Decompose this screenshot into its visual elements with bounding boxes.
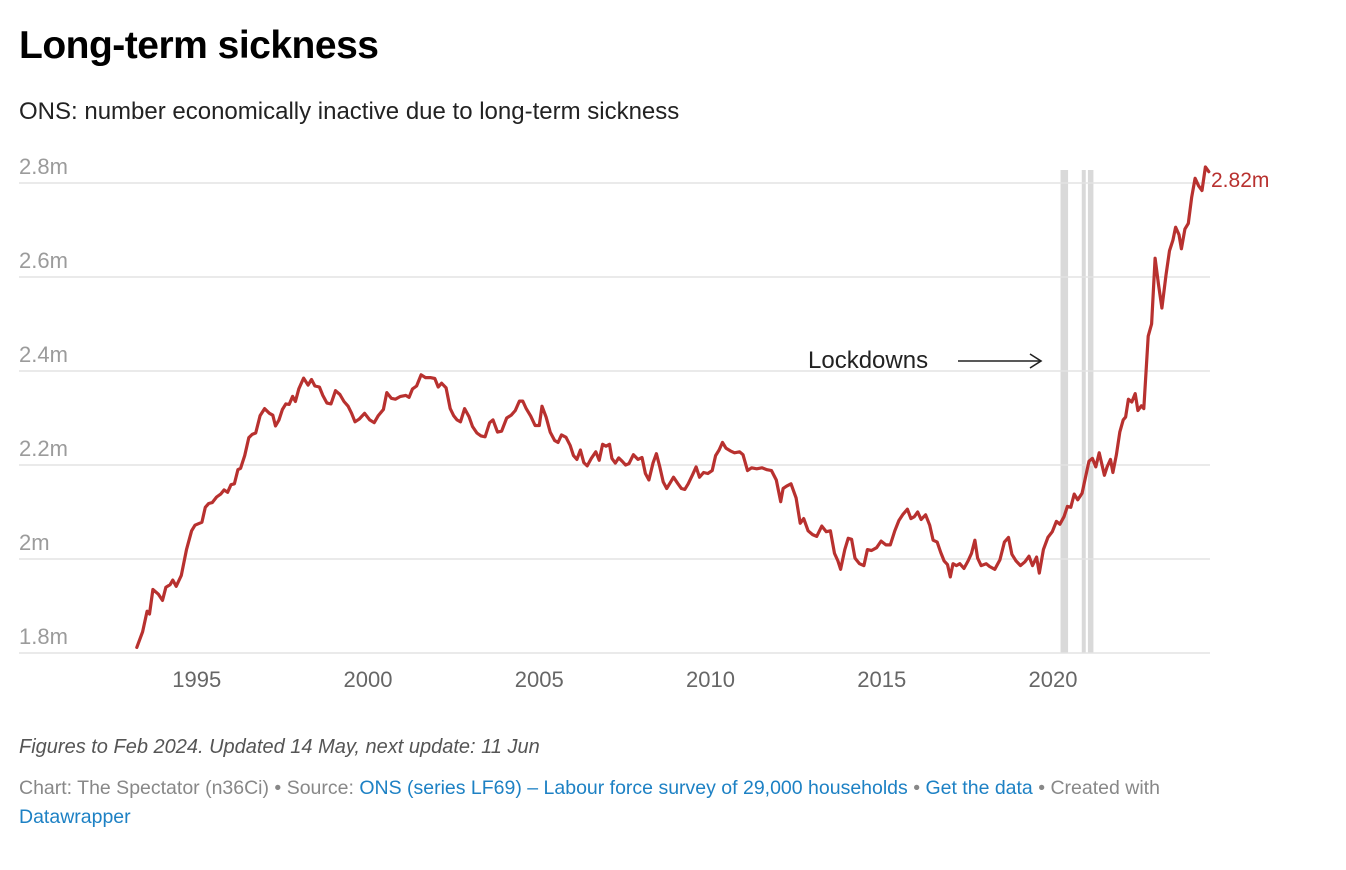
lockdown-band-3: [1087, 170, 1094, 653]
series-end-label: 2.82m: [1211, 169, 1269, 192]
lockdown-annotation-label: Lockdowns: [808, 347, 928, 374]
x-tick-label: 2020: [1029, 667, 1078, 692]
x-tick-label: 1995: [172, 667, 221, 692]
y-tick-label: 2m: [19, 530, 50, 555]
chart-subtitle: ONS: number economically inactive due to…: [19, 98, 680, 125]
y-tick-label: 2.4m: [19, 342, 68, 367]
lockdown-arrow-head: [1029, 353, 1043, 369]
lockdown-bands: [1060, 170, 1094, 653]
separator: •: [269, 777, 287, 799]
x-tick-label: 2015: [857, 667, 906, 692]
x-axis-ticks: 1995 2000 2005 2010 2015 2020: [172, 667, 1077, 692]
datawrapper-link[interactable]: Datawrapper: [19, 806, 131, 828]
y-tick-label: 2.8m: [19, 154, 68, 179]
separator: •: [907, 777, 926, 799]
created-with-text: Created with: [1050, 777, 1160, 799]
y-tick-label: 2.2m: [19, 436, 68, 461]
y-axis-ticks: 1.8m 2m 2.2m 2.4m 2.6m 2.8m: [19, 154, 68, 649]
series-line: [135, 165, 1211, 649]
gridlines: [19, 182, 1210, 654]
y-tick-label: 1.8m: [19, 624, 68, 649]
lockdown-band-1: [1060, 170, 1069, 653]
source-link[interactable]: ONS (series LF69) – Labour force survey …: [359, 777, 908, 799]
annotations: Lockdowns: [808, 347, 1043, 374]
source-prefix: Source:: [286, 777, 360, 799]
chart-title: Long-term sickness: [19, 24, 379, 67]
get-the-data-link[interactable]: Get the data: [925, 777, 1033, 799]
chart-credit: Chart: The Spectator (n36Ci): [19, 777, 270, 799]
x-tick-label: 2000: [344, 667, 393, 692]
separator: •: [1032, 777, 1051, 799]
lockdown-band-2: [1081, 170, 1086, 653]
x-tick-label: 2005: [515, 667, 564, 692]
footer-note: Figures to Feb 2024. Updated 14 May, nex…: [19, 736, 540, 758]
series-group: [135, 165, 1211, 649]
line-chart: 1.8m 2m 2.2m 2.4m 2.6m 2.8m 1995 2000 2005 2010 2…: [19, 154, 1269, 692]
footer-credits: Chart: The Spectator (n36Ci) • Source: O…: [19, 774, 1319, 832]
y-tick-label: 2.6m: [19, 248, 68, 273]
x-tick-label: 2010: [686, 667, 735, 692]
